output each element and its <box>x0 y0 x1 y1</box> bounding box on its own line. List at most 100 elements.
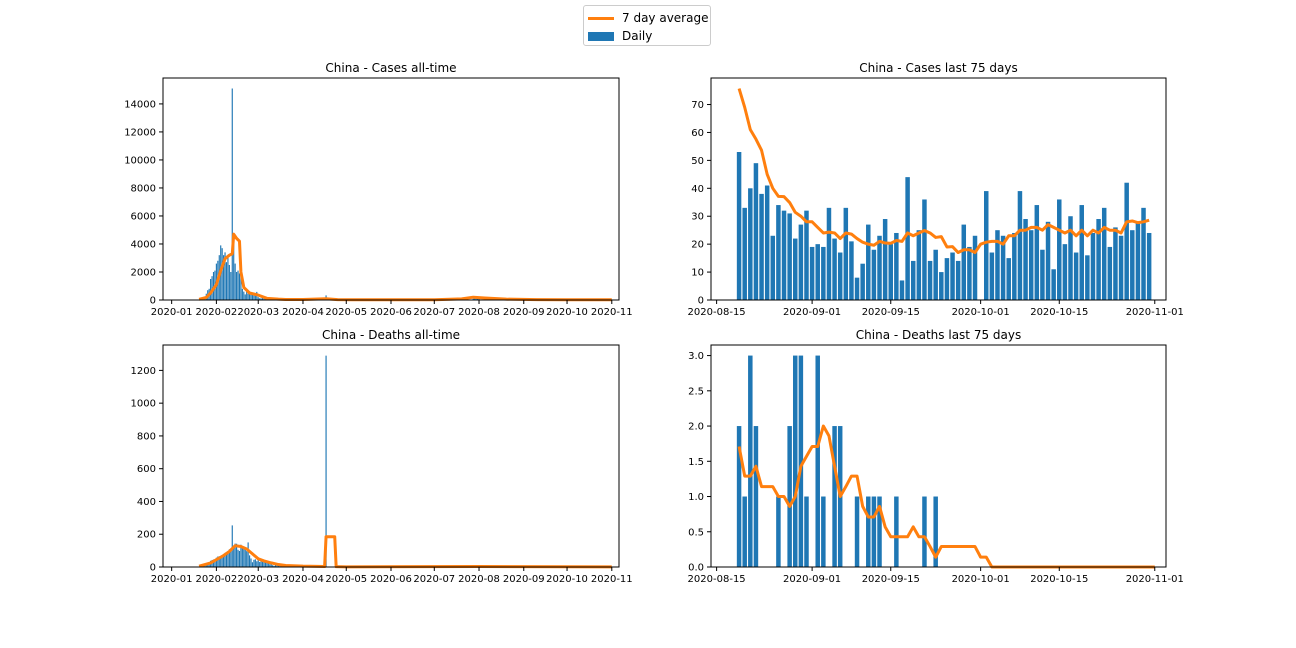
bar <box>837 252 843 300</box>
bar <box>989 252 995 300</box>
bar <box>233 547 235 567</box>
x-tick-label: 2020-10-01 <box>952 574 1010 585</box>
x-tick-label: 2020-10-01 <box>952 307 1010 318</box>
bar <box>742 207 747 300</box>
chart-title: China - Cases last 75 days <box>859 61 1018 75</box>
x-tick-label: 2020-04 <box>282 574 324 585</box>
x-tick-label: 2020-01 <box>151 574 193 585</box>
bar <box>250 558 252 567</box>
bar <box>753 426 759 567</box>
y-tick-label: 2.0 <box>688 422 704 433</box>
bar <box>843 207 849 300</box>
bar <box>894 232 899 300</box>
bar <box>916 230 922 300</box>
y-tick-label: 4000 <box>131 239 156 250</box>
bar <box>871 496 877 567</box>
plot-frame <box>162 77 620 301</box>
bar <box>910 260 916 300</box>
bar <box>1028 230 1034 300</box>
bar <box>472 298 474 300</box>
bar <box>821 246 826 300</box>
bar <box>475 298 477 300</box>
bar <box>215 557 217 567</box>
y-tick-label: 0 <box>150 296 156 307</box>
y-tick-label: 800 <box>137 431 156 442</box>
bar <box>274 564 277 567</box>
bar <box>787 426 792 567</box>
bar <box>899 280 905 300</box>
bar <box>1062 244 1068 300</box>
y-tick-label: 50 <box>691 156 704 167</box>
bar <box>770 235 776 300</box>
legend-item-daily: Daily <box>588 27 652 45</box>
bar <box>212 271 215 300</box>
bar <box>228 549 230 567</box>
bar <box>1141 207 1146 300</box>
bar <box>474 298 476 300</box>
bar <box>1113 227 1118 300</box>
plot-frame <box>710 344 1167 568</box>
bar <box>882 219 888 300</box>
bar <box>877 235 882 300</box>
bar <box>854 277 860 300</box>
bar <box>253 295 255 300</box>
bar <box>249 555 251 567</box>
bar <box>244 549 246 567</box>
bar <box>240 544 242 567</box>
bar <box>251 562 254 567</box>
bar <box>241 288 243 300</box>
bar <box>1045 221 1051 300</box>
x-tick-label: 2020-06 <box>370 574 412 585</box>
bar <box>866 496 871 567</box>
bar <box>249 292 251 300</box>
bar <box>254 559 256 567</box>
bar <box>1135 221 1141 300</box>
x-tick-label: 2020-09-01 <box>783 307 841 318</box>
bar <box>240 276 242 300</box>
bar <box>798 355 804 567</box>
bar <box>826 207 832 300</box>
y-tick-label: 60 <box>691 128 704 139</box>
y-tick-label: 0.0 <box>688 563 704 574</box>
bar <box>1040 249 1045 300</box>
y-tick-label: 1000 <box>131 399 156 410</box>
x-tick-label: 2020-03 <box>237 574 279 585</box>
bar <box>748 188 753 300</box>
x-tick-label: 2020-11-01 <box>1126 307 1184 318</box>
bar <box>804 496 809 567</box>
x-tick-label: 2020-06 <box>370 307 412 318</box>
bar <box>238 273 241 300</box>
y-tick-label: 2.5 <box>688 386 704 397</box>
x-tick-label: 2020-09 <box>503 574 545 585</box>
bar <box>804 210 809 300</box>
bar <box>815 355 820 567</box>
x-tick-label: 2020-11 <box>591 574 633 585</box>
bar <box>257 297 259 300</box>
bar <box>231 525 233 567</box>
bar <box>888 244 893 300</box>
bar <box>736 152 742 300</box>
x-tick-label: 2020-02 <box>195 574 237 585</box>
y-tick-label: 2000 <box>131 267 156 278</box>
y-tick-label: 0 <box>150 563 156 574</box>
bar <box>269 564 271 567</box>
bar <box>263 298 265 300</box>
x-tick-label: 2020-04 <box>282 307 324 318</box>
bar <box>241 548 243 567</box>
bar <box>944 258 950 300</box>
y-tick-label: 1.5 <box>688 457 704 468</box>
bar <box>478 298 480 300</box>
bar <box>227 551 229 567</box>
bar <box>759 193 764 300</box>
bar <box>972 235 978 300</box>
plot-frame <box>710 77 1167 301</box>
bar <box>815 244 820 300</box>
bar <box>211 276 213 300</box>
bar <box>253 559 255 567</box>
x-tick-label: 2020-03 <box>237 307 279 318</box>
bar <box>877 496 882 567</box>
bar <box>230 271 232 300</box>
